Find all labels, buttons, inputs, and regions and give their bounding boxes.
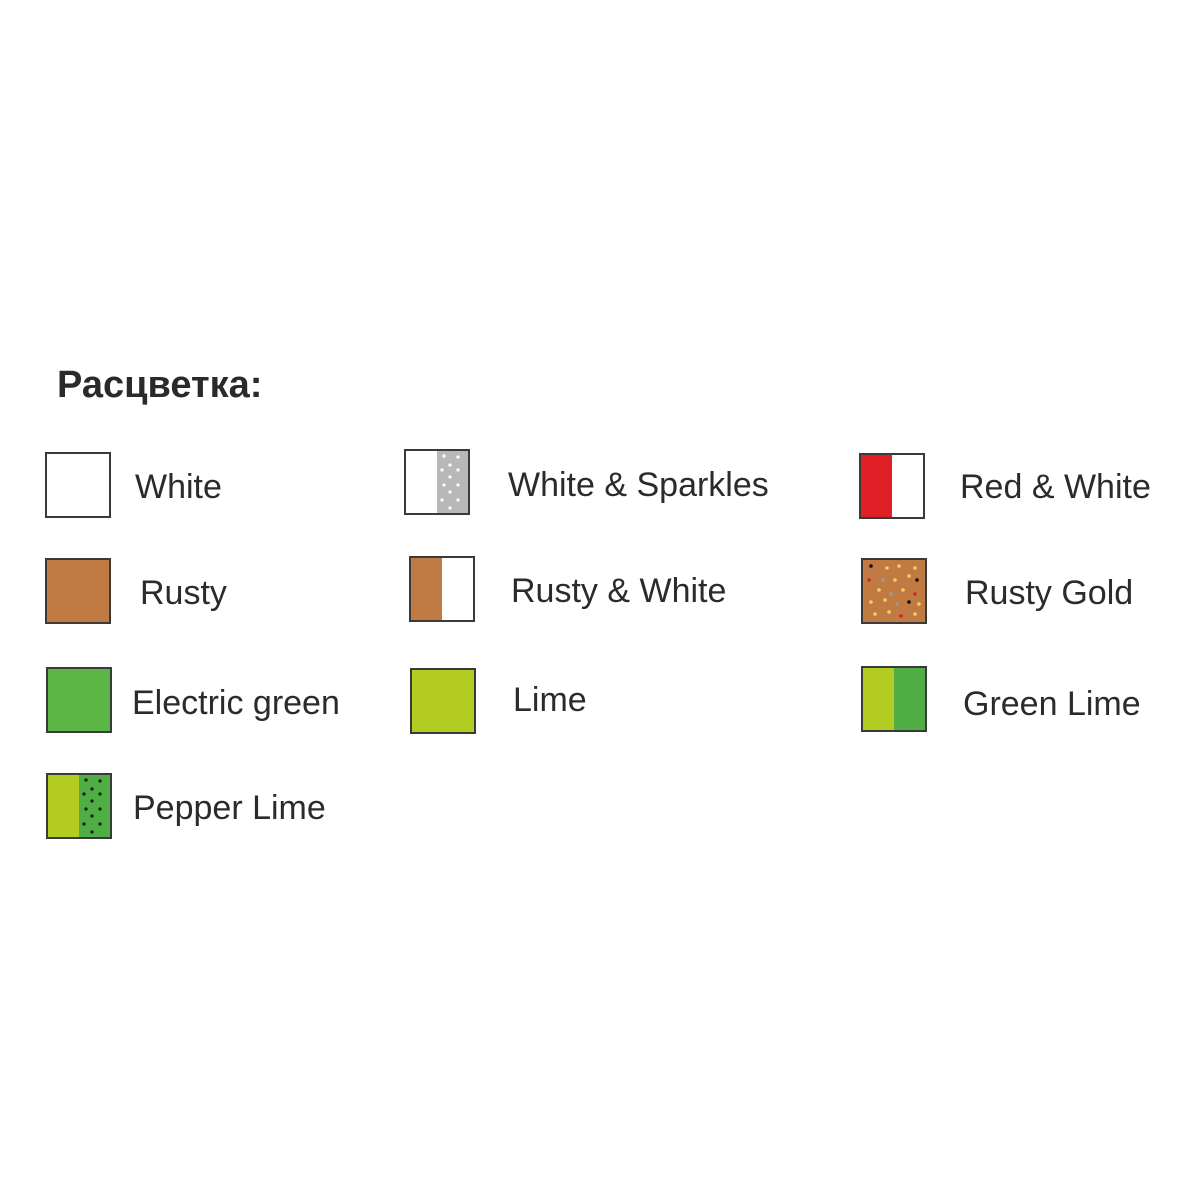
swatch-lime	[410, 668, 476, 734]
label-green-lime: Green Lime	[963, 685, 1141, 723]
swatch-white	[45, 452, 111, 518]
swatch-rusty-gold	[861, 558, 927, 624]
page-title: Расцветка:	[57, 364, 263, 406]
swatch-green-lime	[861, 666, 927, 732]
label-white: White	[135, 468, 222, 506]
label-rusty: Rusty	[140, 574, 227, 612]
swatch-rusty	[45, 558, 111, 624]
swatch-red-white	[859, 453, 925, 519]
label-white-sparkles: White & Sparkles	[508, 466, 769, 504]
label-electric-green: Electric green	[132, 684, 340, 722]
label-rusty-white: Rusty & White	[511, 572, 727, 610]
label-rusty-gold: Rusty Gold	[965, 574, 1134, 612]
swatch-electric-green	[46, 667, 112, 733]
swatch-rusty-white	[409, 556, 475, 622]
swatch-pepper-lime	[46, 773, 112, 839]
label-red-white: Red & White	[960, 468, 1151, 506]
swatch-white-sparkles	[404, 449, 470, 515]
label-lime: Lime	[513, 681, 587, 719]
label-pepper-lime: Pepper Lime	[133, 789, 326, 827]
